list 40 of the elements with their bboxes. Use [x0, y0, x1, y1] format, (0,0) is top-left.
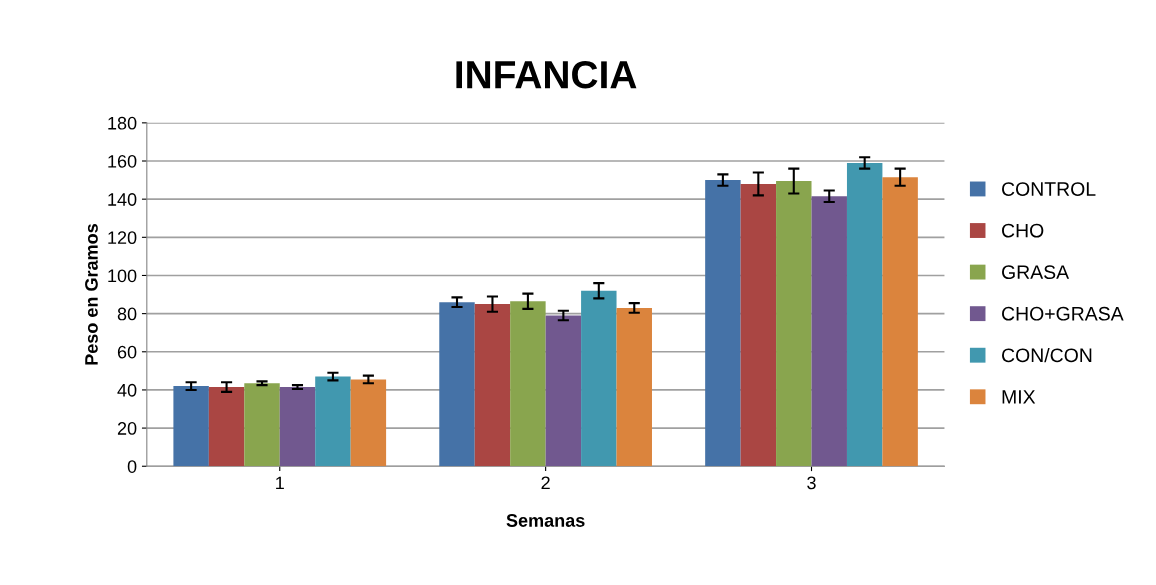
y-tick-label: 20	[117, 422, 137, 435]
bar	[776, 181, 812, 467]
bar	[705, 180, 741, 467]
legend-label: GRASA	[1002, 265, 1070, 280]
chart-title: INFANCIA	[456, 60, 637, 89]
legend-label: CHO+GRASA	[1002, 306, 1124, 321]
y-tick-label: 60	[117, 345, 137, 359]
bar	[350, 379, 387, 467]
y-tick-label: 100	[108, 269, 137, 283]
y-tick-label: 80	[117, 307, 137, 321]
bar	[279, 387, 316, 467]
y-tick-label: 40	[117, 383, 137, 397]
bar	[315, 376, 351, 467]
legend-label: CHO	[1002, 223, 1044, 238]
bar	[846, 162, 883, 467]
bar	[208, 387, 245, 467]
x-axis-title: Semanas	[506, 514, 585, 527]
bar	[740, 183, 777, 467]
y-tick-label: 120	[108, 231, 137, 245]
y-tick-label: 0	[127, 460, 137, 473]
x-tick-label: 1	[276, 476, 284, 490]
x-tick-label: 2	[541, 476, 550, 490]
bar	[173, 386, 209, 467]
y-axis-title: Peso en Gramos	[85, 224, 98, 365]
bar	[545, 315, 582, 467]
bar	[244, 383, 280, 467]
x-tick-label: 3	[807, 476, 816, 490]
y-tick-label: 160	[108, 154, 137, 168]
bar	[616, 307, 652, 467]
bar	[581, 290, 617, 467]
legend-label: CON/CON	[1002, 347, 1092, 363]
legend-label: CONTROL	[1002, 182, 1096, 196]
legend-label: MIX	[1002, 390, 1036, 404]
bar	[474, 304, 511, 467]
bar	[439, 302, 475, 467]
y-tick-label: 180	[108, 116, 137, 130]
bar	[882, 177, 918, 467]
bar	[510, 301, 546, 467]
y-tick-label: 140	[108, 193, 137, 206]
bar	[811, 196, 847, 467]
